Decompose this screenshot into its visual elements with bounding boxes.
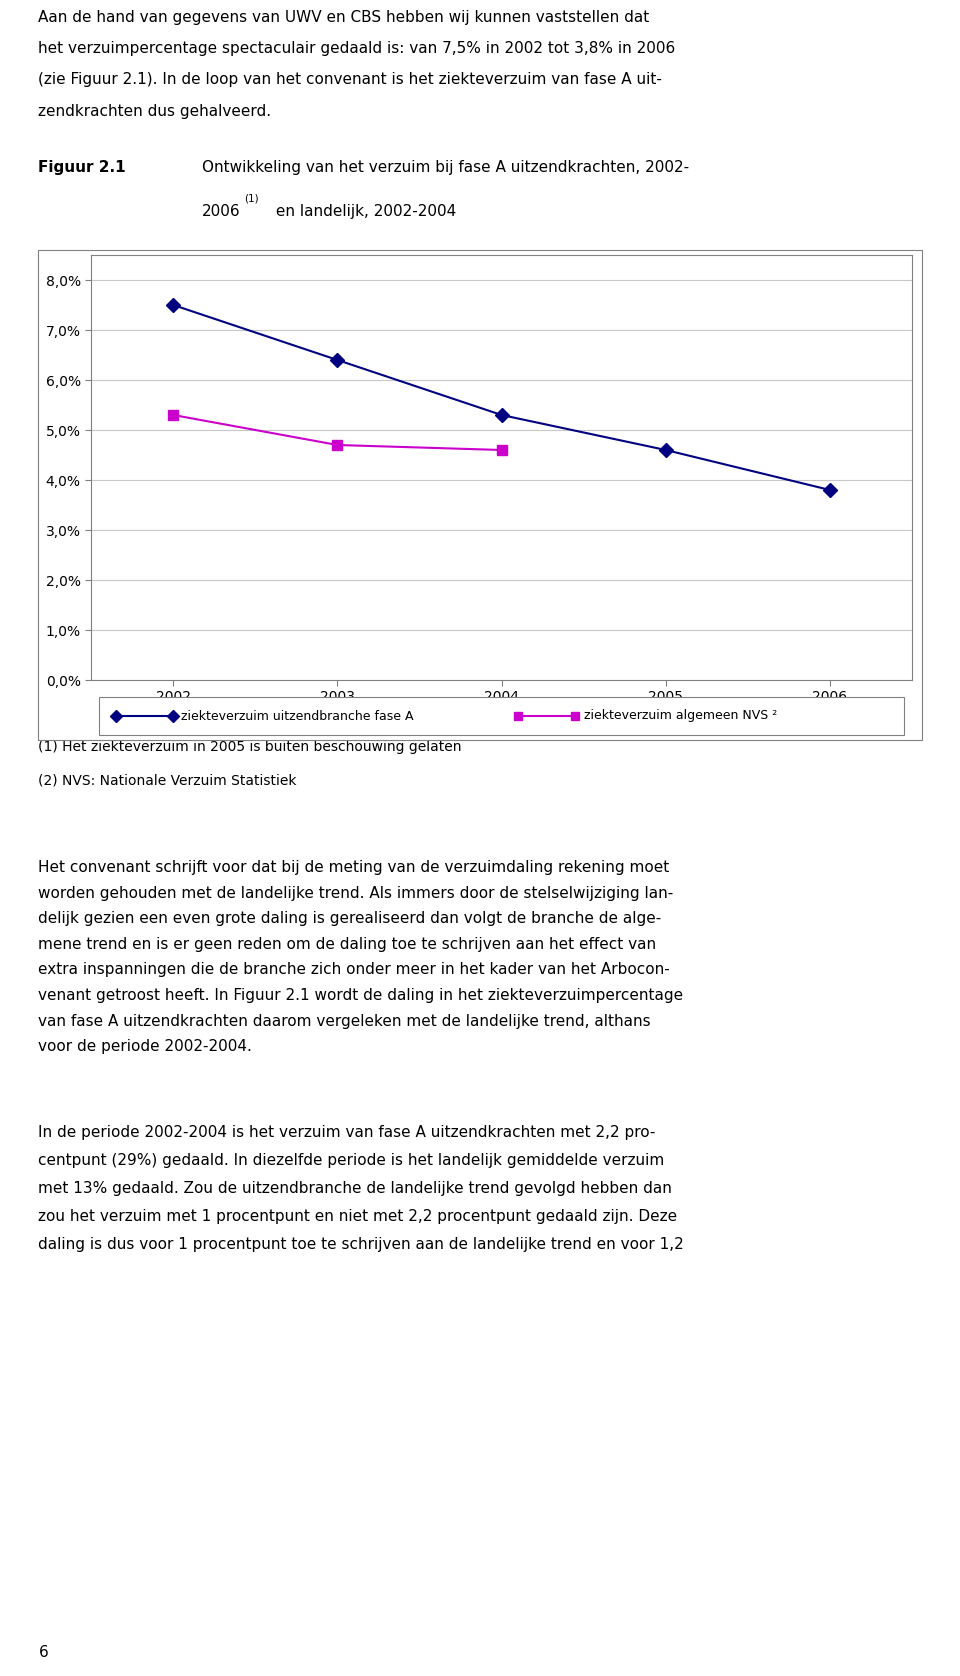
Text: van fase A uitzendkrachten daarom vergeleken met de landelijke trend, althans: van fase A uitzendkrachten daarom vergel… <box>38 1014 651 1029</box>
Text: (1) Het ziekteverzuim in 2005 is buiten beschouwing gelaten: (1) Het ziekteverzuim in 2005 is buiten … <box>38 741 462 754</box>
Text: Figuur 2.1: Figuur 2.1 <box>38 159 126 174</box>
FancyBboxPatch shape <box>100 697 903 734</box>
Text: zou het verzuim met 1 procentpunt en niet met 2,2 procentpunt gedaald zijn. Deze: zou het verzuim met 1 procentpunt en nie… <box>38 1210 678 1223</box>
Text: Het convenant schrijft voor dat bij de meting van de verzuimdaling rekening moet: Het convenant schrijft voor dat bij de m… <box>38 860 670 875</box>
Text: 2006: 2006 <box>202 204 240 220</box>
Text: (1): (1) <box>244 194 259 203</box>
Text: centpunt (29%) gedaald. In diezelfde periode is het landelijk gemiddelde verzuim: centpunt (29%) gedaald. In diezelfde per… <box>38 1153 664 1168</box>
Text: voor de periode 2002-2004.: voor de periode 2002-2004. <box>38 1039 252 1054</box>
Text: In de periode 2002-2004 is het verzuim van fase A uitzendkrachten met 2,2 pro-: In de periode 2002-2004 is het verzuim v… <box>38 1125 656 1140</box>
Text: delijk gezien een even grote daling is gerealiseerd dan volgt de branche de alge: delijk gezien een even grote daling is g… <box>38 912 661 927</box>
Text: venant getroost heeft. In Figuur 2.1 wordt de daling in het ziekteverzuimpercent: venant getroost heeft. In Figuur 2.1 wor… <box>38 987 684 1002</box>
Text: met 13% gedaald. Zou de uitzendbranche de landelijke trend gevolgd hebben dan: met 13% gedaald. Zou de uitzendbranche d… <box>38 1182 672 1197</box>
Text: en landelijk, 2002-2004: en landelijk, 2002-2004 <box>271 204 456 220</box>
Text: (zie Figuur 2.1). In de loop van het convenant is het ziekteverzuim van fase A u: (zie Figuur 2.1). In de loop van het con… <box>38 72 662 87</box>
Text: ziekteverzuim uitzendbranche fase A: ziekteverzuim uitzendbranche fase A <box>181 709 414 722</box>
Text: mene trend en is er geen reden om de daling toe te schrijven aan het effect van: mene trend en is er geen reden om de dal… <box>38 937 657 952</box>
Text: zendkrachten dus gehalveerd.: zendkrachten dus gehalveerd. <box>38 104 272 119</box>
Text: Ontwikkeling van het verzuim bij fase A uitzendkrachten, 2002-: Ontwikkeling van het verzuim bij fase A … <box>202 159 689 174</box>
Text: Aan de hand van gegevens van UWV en CBS hebben wij kunnen vaststellen dat: Aan de hand van gegevens van UWV en CBS … <box>38 10 650 25</box>
Text: ziekteverzuim algemeen NVS ²: ziekteverzuim algemeen NVS ² <box>584 709 777 722</box>
Text: extra inspanningen die de branche zich onder meer in het kader van het Arbocon-: extra inspanningen die de branche zich o… <box>38 962 670 977</box>
Text: 6: 6 <box>38 1646 48 1659</box>
Text: worden gehouden met de landelijke trend. Als immers door de stelselwijziging lan: worden gehouden met de landelijke trend.… <box>38 885 674 900</box>
Text: (2) NVS: Nationale Verzuim Statistiek: (2) NVS: Nationale Verzuim Statistiek <box>38 773 297 788</box>
Text: het verzuimpercentage spectaculair gedaald is: van 7,5% in 2002 tot 3,8% in 2006: het verzuimpercentage spectaculair gedaa… <box>38 42 676 57</box>
Text: daling is dus voor 1 procentpunt toe te schrijven aan de landelijke trend en voo: daling is dus voor 1 procentpunt toe te … <box>38 1237 684 1252</box>
